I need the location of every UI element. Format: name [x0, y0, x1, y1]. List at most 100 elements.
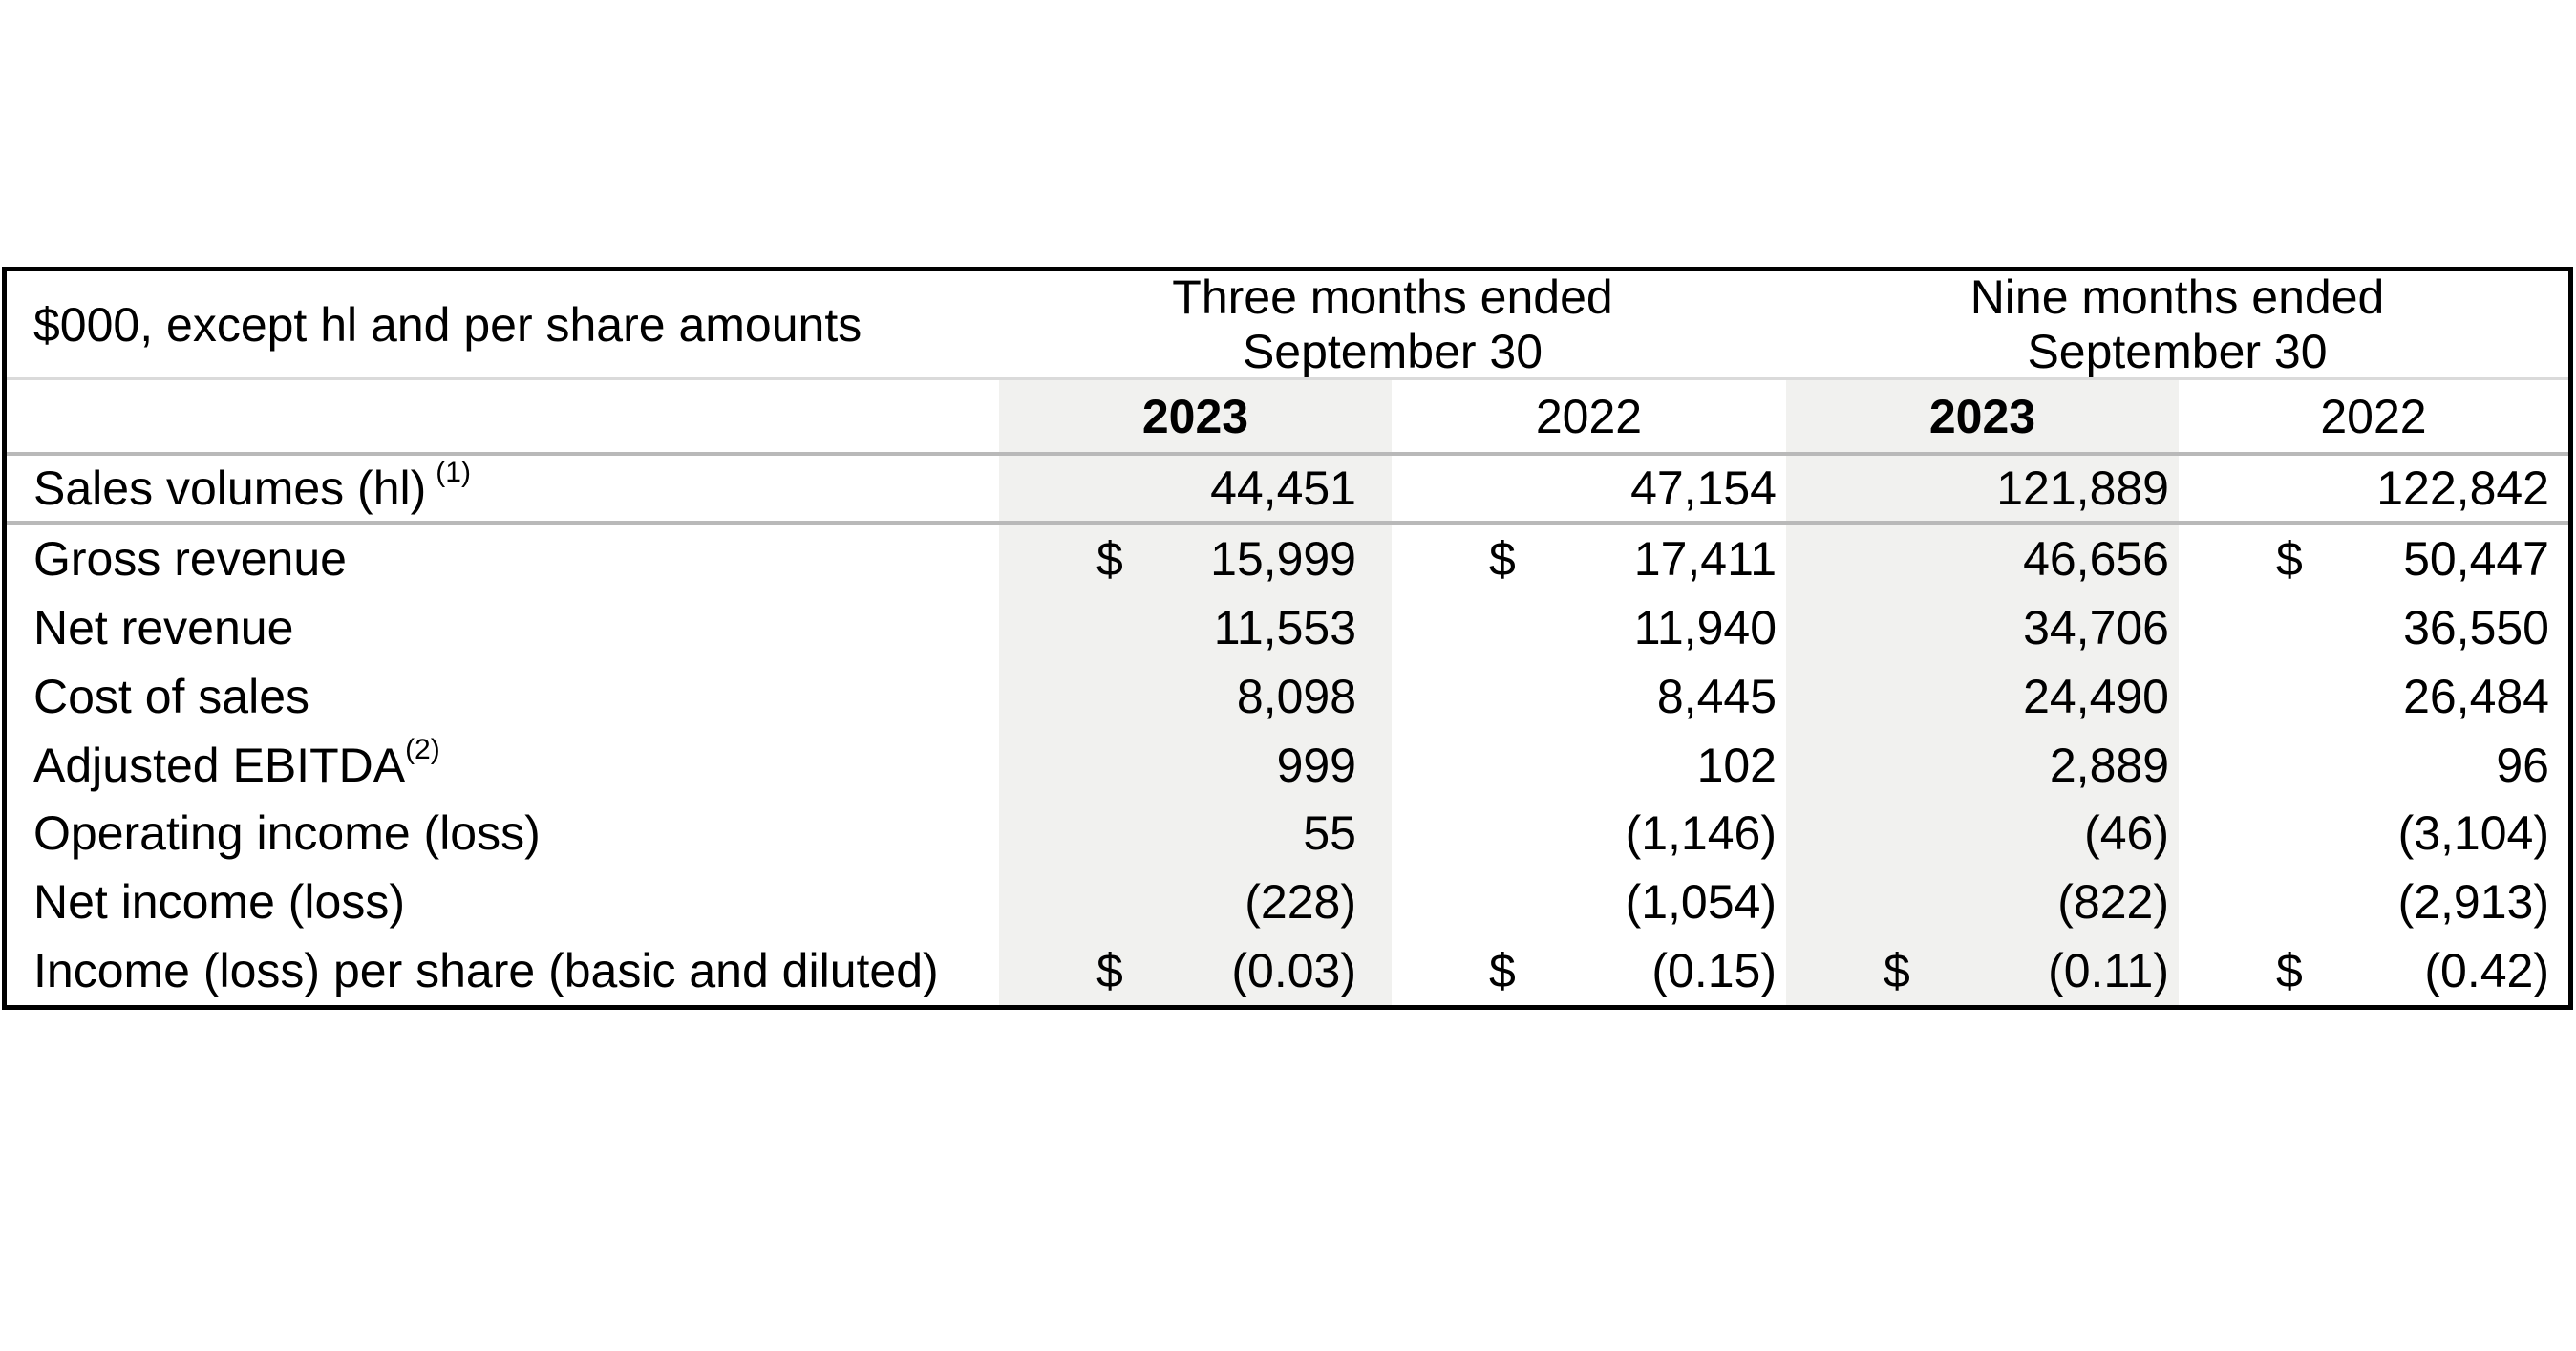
row-label-text: Sales volumes (hl)	[33, 461, 427, 515]
value: 8,445	[1656, 669, 1777, 723]
row-label-text: Operating income (loss)	[33, 806, 541, 861]
value: 44,451	[1210, 461, 1356, 515]
value: 8,098	[1236, 669, 1356, 723]
row-label: Net revenue	[7, 593, 999, 662]
divider	[7, 377, 2568, 380]
value-cell: 11,940	[1392, 593, 1786, 662]
value: (3,104)	[2397, 806, 2549, 861]
row-label-text: Gross revenue	[33, 531, 347, 586]
value-cell: (228)	[999, 868, 1392, 937]
row-label-text: Cost of sales	[33, 669, 310, 723]
value-cell: 55	[999, 799, 1392, 868]
dollar-sign: $	[2276, 531, 2303, 586]
value: 17,411	[1633, 531, 1777, 586]
value: (0.42)	[2424, 944, 2549, 998]
row-label-text: Adjusted EBITDA	[33, 738, 406, 792]
dollar-sign: $	[1489, 944, 1516, 998]
value: (46)	[2084, 806, 2169, 861]
value: 11,940	[1633, 600, 1777, 654]
period-header-row: $000, except hl and per share amounts Th…	[7, 269, 2568, 378]
value-cell: 24,490	[1786, 661, 2179, 731]
value: (822)	[2057, 875, 2169, 930]
value-cell: $15,999	[999, 525, 1392, 593]
year-header-row: 2023 2022 2023 2022	[7, 380, 2568, 452]
row-label-text: Net revenue	[33, 600, 294, 654]
value-cell: (2,913)	[2179, 868, 2568, 936]
value: (228)	[1245, 875, 1356, 930]
row-label: Net income (loss)	[7, 868, 999, 936]
value: 122,842	[2376, 461, 2549, 515]
value-cell: 8,098	[999, 661, 1392, 731]
row-label: Operating income (loss)	[7, 799, 999, 868]
year-header-2022-three-months: 2022	[1535, 389, 1643, 443]
divider	[7, 452, 2568, 456]
value: 47,154	[1630, 461, 1777, 515]
row-label: Sales volumes (hl) (1)	[7, 456, 999, 521]
value-cell: 121,889	[1786, 456, 2179, 521]
value: 121,889	[1996, 461, 2169, 515]
period-line-1: Three months ended	[1172, 269, 1613, 324]
value-cell: $ (0.42)	[2179, 936, 2568, 1005]
value: 24,490	[2023, 669, 2169, 723]
table-row: Operating income (loss) 55 (1,146) (46) (3,1…	[7, 799, 2568, 868]
value: 55	[1303, 806, 1356, 861]
value-cell: $50,447	[2179, 525, 2568, 593]
value-cell: 102	[1392, 731, 1786, 800]
period-header-nine-months: Nine months ended September 30	[1786, 269, 2568, 378]
value: 26,484	[2403, 669, 2549, 723]
value: 96	[2496, 738, 2549, 792]
value: (0.11)	[2048, 944, 2169, 998]
table-caption: $000, except hl and per share amounts	[33, 297, 862, 352]
value: (2,913)	[2397, 875, 2549, 930]
value-cell: 34,706	[1786, 592, 2179, 662]
value-cell: 36,550	[2179, 593, 2568, 662]
value-cell: $ (0.15)	[1392, 936, 1786, 1005]
table-row: Net income (loss) (228) (1,054) (822) (2,913…	[7, 868, 2568, 937]
value: 15,999	[1210, 531, 1356, 586]
footnote-marker: (2)	[405, 733, 440, 765]
value: 2,889	[2049, 738, 2169, 792]
table-row: Sales volumes (hl) (1) 44,451 47,154 121,889…	[7, 456, 2568, 521]
value: 999	[1276, 738, 1356, 792]
value: 36,550	[2403, 600, 2549, 654]
table-row: Gross revenue $15,999 $17,411 46,656 $50,447	[7, 525, 2568, 593]
divider	[7, 521, 2568, 525]
value: 11,553	[1213, 600, 1356, 654]
value: (1,054)	[1625, 875, 1777, 930]
value-cell: 2,889	[1786, 730, 2179, 800]
value-cell: $ (0.03)	[999, 936, 1392, 1006]
financial-summary-table: $000, except hl and per share amounts Th…	[2, 267, 2573, 1010]
value-cell: (46)	[1786, 799, 2179, 868]
row-label-text: Income (loss) per share (basic and dilut…	[33, 944, 939, 998]
value: 50,447	[2403, 531, 2549, 586]
value: (0.03)	[1231, 944, 1356, 998]
row-label: Adjusted EBITDA (2)	[7, 731, 999, 800]
row-label: Income (loss) per share (basic and dilut…	[7, 936, 999, 1005]
value: 102	[1696, 738, 1777, 792]
table-row: Cost of sales 8,098 8,445 24,490 26,484	[7, 661, 2568, 731]
year-header-2022-nine-months: 2022	[2320, 389, 2427, 443]
value-cell: 122,842	[2179, 456, 2568, 521]
value-cell: (1,146)	[1392, 799, 1786, 868]
value-cell: (3,104)	[2179, 799, 2568, 868]
value-cell: 47,154	[1392, 456, 1786, 521]
value: 34,706	[2023, 600, 2169, 654]
period-line-2: September 30	[1242, 324, 1543, 378]
footnote-marker: (1)	[436, 457, 471, 488]
year-header-2023-nine-months: 2023	[1786, 380, 2179, 452]
value-cell: $ (0.11)	[1786, 936, 2179, 1006]
value-cell: 44,451	[999, 456, 1392, 521]
period-line-2: September 30	[2027, 324, 2328, 378]
dollar-sign: $	[1489, 531, 1516, 586]
period-line-1: Nine months ended	[1969, 269, 2385, 324]
dollar-sign: $	[1096, 944, 1123, 998]
row-label: Gross revenue	[7, 525, 999, 593]
table-body: Sales volumes (hl) (1) 44,451 47,154 121,889…	[7, 456, 2568, 1006]
value-cell: $17,411	[1392, 525, 1786, 593]
value: 46,656	[2023, 531, 2169, 586]
table-row: Adjusted EBITDA (2) 999 102 2,889 96	[7, 730, 2568, 800]
dollar-sign: $	[2276, 944, 2303, 998]
value-cell: 8,445	[1392, 662, 1786, 731]
value: (1,146)	[1625, 806, 1777, 861]
value-cell: (1,054)	[1392, 868, 1786, 936]
